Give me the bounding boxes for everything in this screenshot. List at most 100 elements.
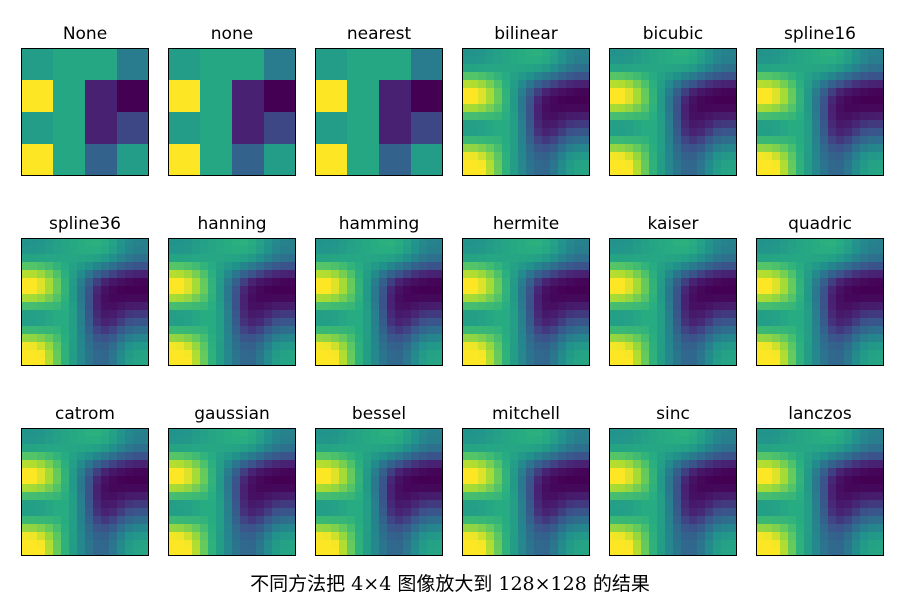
heatmap-cell <box>470 500 479 509</box>
heatmap-cell <box>141 532 149 541</box>
heatmap-cell <box>125 524 134 533</box>
heatmap-panel-hamming: hamming <box>315 213 443 367</box>
heatmap-cell <box>566 468 575 477</box>
heatmap-cell <box>37 532 46 541</box>
heatmap-cell <box>93 460 102 469</box>
heatmap-cell <box>117 302 126 311</box>
heatmap-cell <box>796 152 805 161</box>
heatmap-cell <box>411 318 420 327</box>
heatmap-cell <box>29 468 38 477</box>
heatmap-cell <box>729 524 737 533</box>
heatmap-cell <box>518 548 527 556</box>
heatmap-cell <box>29 492 38 501</box>
heatmap-cell <box>860 96 869 105</box>
heatmap-cell <box>788 358 797 366</box>
heatmap-cell <box>85 310 94 319</box>
heatmap-cell <box>566 88 575 97</box>
heatmap-cell <box>427 476 436 485</box>
heatmap-cell <box>224 484 233 493</box>
heatmap-cell <box>133 262 142 271</box>
heatmap-cell <box>419 548 428 556</box>
heatmap-cell <box>641 88 650 97</box>
heatmap-cell <box>347 500 356 509</box>
heatmap-cell <box>713 548 722 556</box>
heatmap-cell <box>109 358 118 366</box>
heatmap-cell <box>248 286 257 295</box>
heatmap-cell <box>566 484 575 493</box>
heatmap-cell <box>860 334 869 343</box>
heatmap-cell <box>93 540 102 549</box>
heatmap-cell <box>363 310 372 319</box>
heatmap-cell <box>772 160 781 169</box>
heatmap-cell <box>582 96 590 105</box>
heatmap-cell <box>876 350 884 359</box>
heatmap-cell <box>411 294 420 303</box>
heatmap-cell <box>470 302 479 311</box>
heatmap-cell <box>582 460 590 469</box>
heatmap-cell <box>705 56 714 65</box>
heatmap-cell <box>764 168 773 176</box>
heatmap-cell <box>729 302 737 311</box>
heatmap-cell <box>550 540 559 549</box>
heatmap-cell <box>288 428 296 437</box>
heatmap-cell <box>37 428 46 437</box>
heatmap-cell <box>125 238 134 247</box>
heatmap-cell <box>331 310 340 319</box>
heatmap-cell <box>518 318 527 327</box>
heatmap-cell <box>435 540 443 549</box>
heatmap-cell <box>288 532 296 541</box>
heatmap-cell <box>641 120 650 129</box>
heatmap-cell <box>772 476 781 485</box>
heatmap-cell <box>486 136 495 145</box>
heatmap-cell <box>240 342 249 351</box>
heatmap-cell <box>860 80 869 89</box>
heatmap-cell <box>288 452 296 461</box>
heatmap-cell <box>558 144 567 153</box>
heatmap-cell <box>435 310 443 319</box>
heatmap-cell <box>649 342 658 351</box>
heatmap-cell <box>77 270 86 279</box>
heatmap-cell <box>77 468 86 477</box>
heatmap-cell <box>462 152 471 161</box>
heatmap-cell <box>248 254 257 263</box>
heatmap-cell <box>518 444 527 453</box>
heatmap-cell <box>681 278 690 287</box>
heatmap-cell <box>566 428 575 437</box>
heatmap-cell <box>689 326 698 335</box>
heatmap-cell <box>248 468 257 477</box>
heatmap-cell <box>574 96 583 105</box>
heatmap-cell <box>37 468 46 477</box>
heatmap-cell <box>502 508 511 517</box>
heatmap-cell <box>200 508 209 517</box>
heatmap-cell <box>93 500 102 509</box>
heatmap-cell <box>868 436 877 445</box>
heatmap-cell <box>868 532 877 541</box>
heatmap-cell <box>633 72 642 81</box>
heatmap-cell <box>566 548 575 556</box>
heatmap-cell <box>796 492 805 501</box>
heatmap-cell <box>192 326 201 335</box>
heatmap-cell <box>125 350 134 359</box>
heatmap-cell <box>462 56 471 65</box>
heatmap-cell <box>550 342 559 351</box>
heatmap-cell <box>828 484 837 493</box>
heatmap-image <box>21 428 149 556</box>
heatmap-cell <box>470 326 479 335</box>
heatmap-cell <box>323 318 332 327</box>
heatmap-cell <box>109 500 118 509</box>
heatmap-cell <box>93 326 102 335</box>
heatmap-cell <box>502 468 511 477</box>
heatmap-cell <box>494 436 503 445</box>
heatmap-cell <box>721 500 730 509</box>
heatmap-cell <box>713 286 722 295</box>
heatmap-cell <box>705 294 714 303</box>
heatmap-cell <box>280 318 289 327</box>
heatmap-cell <box>77 310 86 319</box>
heatmap-cell <box>387 500 396 509</box>
heatmap-cell <box>729 460 737 469</box>
heatmap-cell <box>689 246 698 255</box>
heatmap-cell <box>876 72 884 81</box>
heatmap-cell <box>582 342 590 351</box>
heatmap-cell <box>844 88 853 97</box>
heatmap-cell <box>534 294 543 303</box>
